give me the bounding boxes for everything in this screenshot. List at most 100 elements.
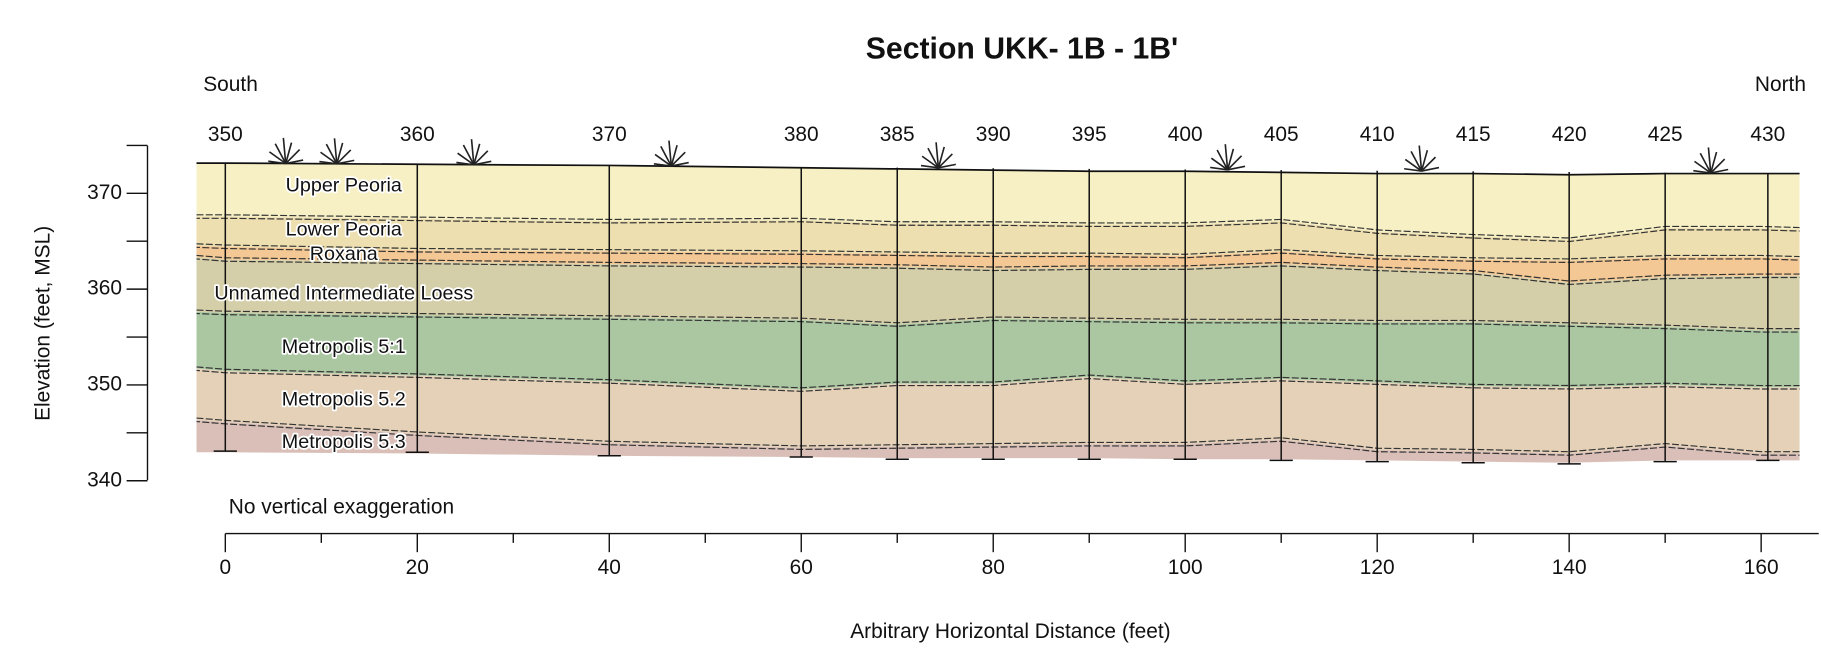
boring-label: 420 bbox=[1552, 123, 1587, 146]
boring-label: 385 bbox=[880, 123, 915, 146]
layer bbox=[196, 419, 1800, 463]
layer bbox=[196, 311, 1800, 390]
plant-leaf bbox=[1420, 149, 1429, 172]
y-tick-label: 340 bbox=[87, 468, 122, 491]
layer-label: Lower Peoria bbox=[286, 219, 402, 241]
x-tick-label: 20 bbox=[406, 556, 429, 579]
contact-line bbox=[196, 258, 1800, 286]
layers bbox=[196, 162, 1800, 463]
x-axis-title: Arbitrary Horizontal Distance (feet) bbox=[850, 620, 1170, 643]
boring-label: 415 bbox=[1456, 123, 1491, 146]
plant-icon bbox=[268, 137, 304, 165]
plant-leaf bbox=[1694, 160, 1712, 174]
plant-leaf bbox=[457, 152, 475, 166]
contact-line bbox=[196, 254, 1800, 282]
plant-leaf bbox=[1224, 144, 1229, 170]
layer-label: Roxana bbox=[310, 243, 378, 265]
plant-leaf bbox=[336, 149, 352, 165]
boring-label: 380 bbox=[784, 123, 819, 146]
plant-leaf bbox=[671, 161, 689, 167]
plant-leaf bbox=[336, 142, 344, 165]
contact-line bbox=[196, 217, 1800, 243]
plant-leaf bbox=[1418, 145, 1423, 172]
plant-leaf bbox=[1710, 158, 1726, 174]
x-tick-label: 140 bbox=[1552, 556, 1587, 579]
plant-leaf bbox=[456, 161, 474, 166]
contact-line bbox=[196, 369, 1800, 392]
contact-line bbox=[196, 366, 1800, 389]
plant-icon bbox=[920, 142, 956, 169]
boring-label: 360 bbox=[400, 123, 435, 146]
plant-leaf bbox=[654, 153, 672, 167]
x-tick-label: 0 bbox=[219, 556, 231, 579]
plant-leaf bbox=[920, 164, 939, 169]
boring-label: 400 bbox=[1168, 123, 1203, 146]
layer-label: Upper Peoria bbox=[286, 175, 402, 197]
plant-leaf bbox=[333, 138, 338, 164]
plant-leaf bbox=[660, 145, 673, 167]
boring-label: 410 bbox=[1360, 123, 1395, 146]
plant-icon bbox=[456, 139, 492, 166]
x-tick-label: 160 bbox=[1744, 556, 1779, 579]
contact-line bbox=[196, 214, 1800, 239]
y-axis-title: Elevation (feet, MSL) bbox=[32, 226, 55, 421]
x-tick-label: 100 bbox=[1168, 556, 1203, 579]
x-tick-label: 120 bbox=[1360, 556, 1395, 579]
contact-line bbox=[196, 417, 1800, 453]
layer bbox=[196, 245, 1800, 283]
plant-leaf bbox=[1404, 167, 1422, 172]
plant-leaf bbox=[1227, 155, 1243, 171]
plant-leaf bbox=[274, 143, 287, 164]
x-tick-label: 80 bbox=[982, 556, 1005, 579]
y-tick-label: 360 bbox=[87, 277, 122, 300]
plant-leaf bbox=[670, 151, 686, 167]
layer-label: Unnamed Intermediate Loess bbox=[214, 283, 473, 305]
plant-leaf bbox=[668, 140, 673, 167]
contact-line bbox=[196, 420, 1800, 456]
plant-leaf bbox=[473, 160, 492, 166]
title: Section UKK- 1B - 1B' bbox=[866, 32, 1178, 65]
plant-leaf bbox=[473, 143, 481, 165]
contact-line bbox=[196, 246, 1800, 263]
plant-leaf bbox=[282, 137, 287, 164]
plant-leaf bbox=[1227, 165, 1246, 171]
plant-leaf bbox=[1410, 150, 1423, 172]
contact-line bbox=[196, 309, 1800, 330]
layer bbox=[196, 257, 1800, 331]
plant-leaf bbox=[670, 144, 678, 167]
plant-leaf bbox=[1709, 151, 1718, 174]
plant-leaf bbox=[1210, 166, 1228, 171]
diagram: Section UKK- 1B - 1B' South North No ver… bbox=[32, 32, 1819, 643]
south-label: South bbox=[203, 73, 258, 96]
plant-leaf bbox=[1693, 169, 1711, 174]
plant-leaf bbox=[1210, 157, 1229, 171]
plant-leaf bbox=[937, 146, 946, 169]
x-tick-label: 40 bbox=[598, 556, 621, 579]
note: No vertical exaggeration bbox=[229, 496, 454, 519]
boring-label: 405 bbox=[1264, 123, 1299, 146]
plant-leaf bbox=[285, 159, 304, 165]
plant-icon bbox=[319, 138, 355, 165]
plant-leaf bbox=[268, 160, 286, 165]
plant-leaf bbox=[1710, 168, 1729, 174]
plant-leaf bbox=[1226, 148, 1235, 170]
plant-leaf bbox=[268, 151, 287, 165]
boring-label: 350 bbox=[208, 123, 243, 146]
plant-leaf bbox=[336, 159, 355, 165]
plant-leaf bbox=[1707, 147, 1712, 174]
north-label: North bbox=[1755, 73, 1806, 96]
boring-label: 425 bbox=[1648, 123, 1683, 146]
plant-leaf bbox=[653, 162, 672, 167]
boring-label: 430 bbox=[1750, 123, 1785, 146]
plant-leaf bbox=[1699, 152, 1712, 174]
contact-line bbox=[196, 243, 1800, 260]
plant-icon bbox=[1693, 147, 1729, 174]
plant-leaf bbox=[921, 155, 939, 169]
overlay: 350 360 370 380 385 390 395 400 405 410 415 420 425 4… bbox=[87, 123, 1819, 579]
plant-icon bbox=[1210, 144, 1246, 171]
boring-label: 370 bbox=[592, 123, 627, 146]
contact-line bbox=[196, 312, 1800, 333]
y-tick-label: 370 bbox=[87, 181, 122, 204]
plant-icon bbox=[1404, 145, 1440, 172]
